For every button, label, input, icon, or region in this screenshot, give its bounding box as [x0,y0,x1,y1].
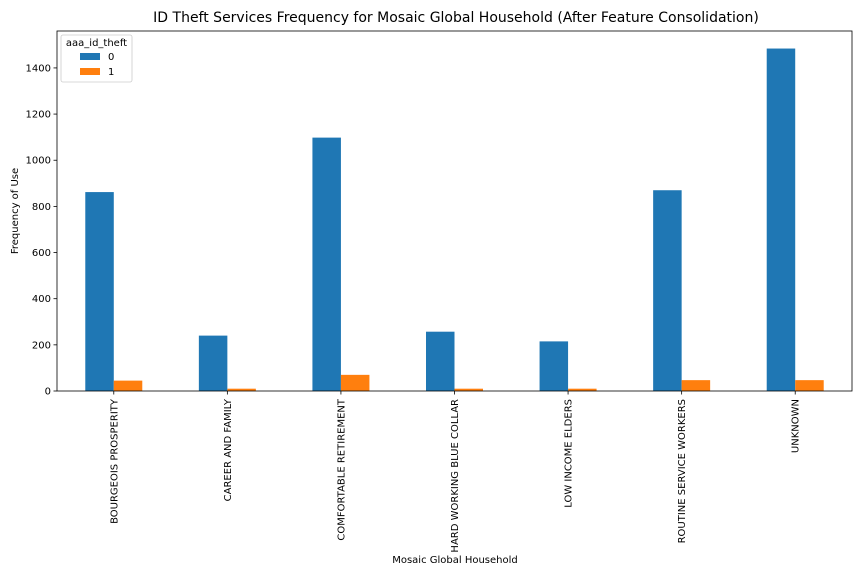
x-tick-label-1: CAREER AND FAMILY [223,398,234,501]
x-axis-label: Mosaic Global Household [392,555,518,566]
bar-series-0-0 [85,192,114,391]
bars-group [85,48,824,392]
bar-series-0-6 [766,48,796,392]
y-tick-label-2: 400 [32,294,51,305]
legend-title: aaa_id_theft [66,38,127,49]
bar-series-1-1 [227,388,256,391]
y-tick-label-7: 1400 [26,63,51,74]
legend: aaa_id_theft 0 1 [60,34,133,83]
y-tick-label-6: 1200 [26,110,51,121]
bar-series-0-5 [653,190,682,391]
y-tick-label-3: 600 [32,248,51,259]
bar-series-0-3 [426,331,455,391]
y-tick-label-4: 800 [32,202,51,213]
legend-label-0: 0 [108,52,114,63]
x-tick-label-2: COMFORTABLE RETIREMENT [336,398,347,540]
x-tick-label-5: ROUTINE SERVICE WORKERS [677,399,688,543]
legend-label-1: 1 [108,67,114,78]
x-axis: BOURGEOIS PROSPERITY CAREER AND FAMILY COM… [109,391,802,553]
bar-series-1-0 [113,380,143,391]
x-tick-label-0: BOURGEOIS PROSPERITY [109,398,120,524]
bar-series-0-2 [312,137,341,391]
x-tick-label-3: HARD WORKING BLUE COLLAR [450,399,461,553]
y-axis: 0 200 400 600 800 1000 1200 1400 [26,63,57,398]
bar-series-0-4 [539,341,569,391]
legend-swatch-1 [80,68,100,75]
bar-series-1-5 [681,380,711,391]
y-tick-label-0: 0 [45,387,51,398]
legend-swatch-0 [80,53,100,60]
bar-series-1-2 [340,374,370,391]
chart-title: ID Theft Services Frequency for Mosaic G… [153,10,759,26]
bar-series-1-3 [454,388,483,391]
bar-series-1-6 [795,380,824,391]
y-tick-label-5: 1000 [26,156,51,167]
y-tick-label-1: 200 [32,340,51,351]
x-tick-label-4: LOW INCOME ELDERS [564,399,575,508]
bar-series-1-4 [568,388,597,391]
x-tick-label-6: UNKNOWN [791,399,802,453]
bar-series-0-1 [198,335,228,391]
y-axis-label: Frequency of Use [10,168,21,254]
